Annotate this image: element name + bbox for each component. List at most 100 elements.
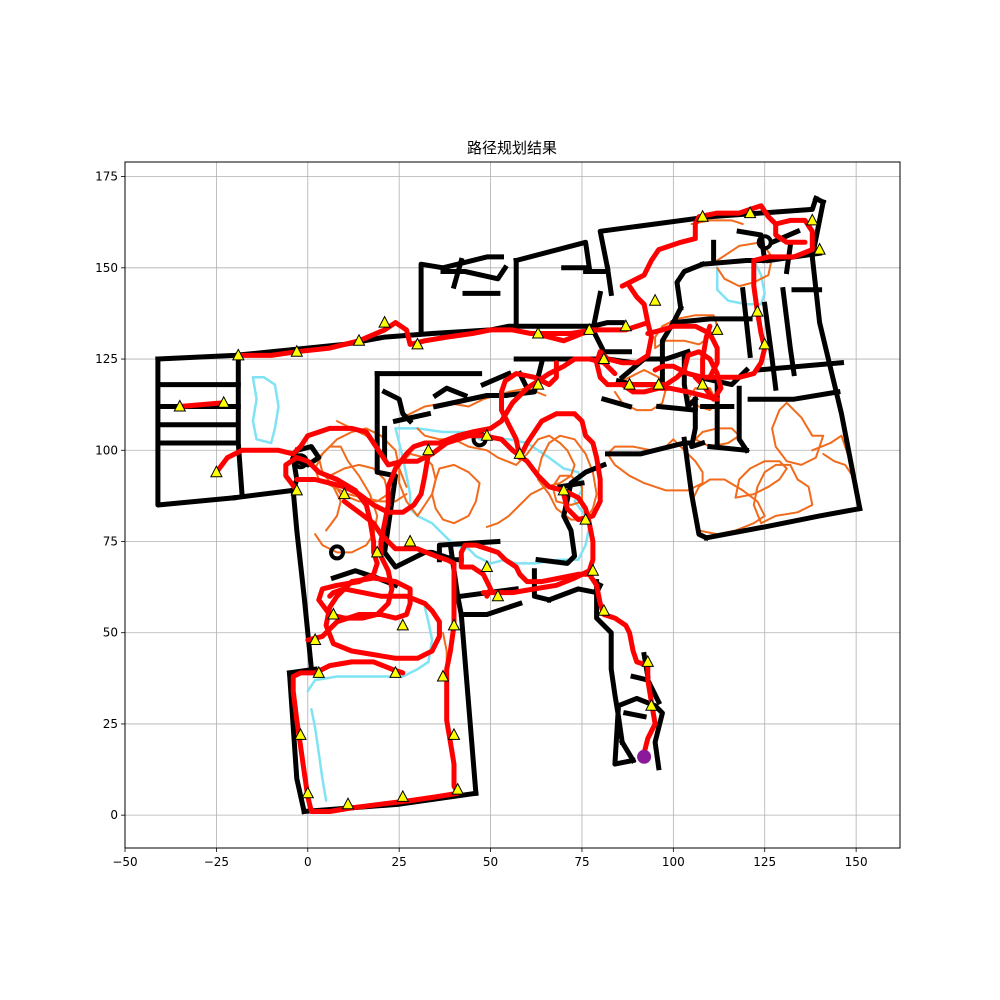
waypoint-marker [217, 395, 231, 408]
waypoint-marker [378, 315, 391, 328]
waypoint-marker [370, 545, 384, 558]
wall-segment [674, 260, 706, 311]
wall-segment [655, 403, 699, 413]
obstacle-ring [329, 544, 346, 561]
wall-segment [761, 301, 779, 391]
waypoint-marker [422, 443, 435, 456]
wall-segment [754, 359, 845, 373]
orange-contour [314, 445, 379, 554]
wall-segment [286, 670, 308, 815]
waypoint-marker [341, 797, 355, 810]
wall-segment [604, 264, 615, 297]
waypoint-marker [396, 618, 410, 631]
wall-segment [659, 304, 685, 388]
waypoint-marker [696, 209, 709, 222]
y-tick-label: 100 [95, 443, 118, 457]
cyan-contour [310, 708, 328, 802]
waypoint-marker [531, 377, 545, 390]
wall-segment [812, 195, 827, 206]
waypoint-marker [619, 319, 633, 332]
waypoint-marker [645, 698, 658, 711]
path-segment [499, 360, 559, 461]
waypoint-marker [451, 782, 465, 795]
orange-contour [771, 401, 825, 466]
waypoint-marker [352, 333, 366, 346]
wall-segment [736, 385, 750, 454]
wall-segment [392, 410, 432, 425]
waypoint-marker [652, 377, 666, 390]
waypoint-marker [597, 603, 611, 616]
orange-contour [606, 438, 704, 492]
waypoint-markers [173, 206, 826, 810]
wall-segment [440, 264, 509, 282]
waypoint-marker [480, 428, 494, 441]
goal-marker [637, 749, 652, 764]
obstacle-ring [756, 234, 773, 251]
waypoint-marker [557, 483, 571, 496]
wall-segment [618, 738, 637, 764]
wall-segment [155, 320, 625, 362]
wall-segment [736, 228, 768, 264]
x-tick-label: 25 [392, 855, 407, 869]
wall-segment [689, 396, 706, 450]
waypoint-marker [813, 242, 826, 255]
waypoint-marker [294, 727, 307, 740]
waypoint-marker [396, 789, 410, 802]
wall-segment [502, 359, 545, 399]
waypoint-marker [623, 377, 636, 390]
chart-title: 路径规划结果 [467, 139, 557, 157]
waypoint-marker [447, 618, 461, 631]
y-tick-label: 150 [95, 261, 118, 275]
x-tick-label: −25 [204, 855, 229, 869]
waypoint-marker [301, 786, 315, 799]
path-segment [773, 221, 808, 245]
x-tick-label: 100 [662, 855, 685, 869]
y-tick-label: 50 [103, 626, 118, 640]
waypoint-marker [579, 512, 592, 525]
path-segment [290, 498, 461, 814]
waypoint-marker [696, 377, 709, 390]
waypoint-marker [210, 465, 223, 478]
axes-border [124, 161, 901, 849]
path-segment [177, 400, 227, 409]
wall-segment [703, 505, 863, 541]
y-tick-label: 175 [95, 170, 118, 184]
waypoint-marker [403, 534, 417, 547]
y-tick-label: 125 [95, 352, 118, 366]
waypoint-marker [491, 589, 505, 602]
wall-segment [707, 443, 750, 454]
waypoint-marker [411, 337, 424, 350]
path-segment [294, 451, 431, 515]
waypoint-marker [751, 304, 764, 317]
waypoint-marker [312, 665, 326, 678]
waypoint-marker [513, 446, 527, 459]
orange-contour [752, 463, 814, 525]
path-segment [213, 425, 596, 596]
wall-segment [747, 389, 841, 402]
x-tick-label: −50 [112, 855, 137, 869]
wall-segment [535, 461, 608, 566]
wall-segment [740, 286, 753, 359]
waypoint-marker [389, 665, 402, 678]
wall-segment [513, 239, 593, 271]
path-segment [700, 323, 713, 377]
orange-contour [716, 241, 774, 288]
waypoint-marker [758, 337, 772, 350]
x-tick-label: 50 [483, 855, 498, 869]
waypoint-marker [480, 559, 494, 572]
path-segment [305, 575, 442, 661]
y-tick-label: 0 [110, 808, 118, 822]
path-segment [627, 283, 651, 326]
waypoint-marker [531, 326, 545, 339]
path-segment [645, 323, 720, 380]
cyan-contour [306, 605, 434, 693]
axes-frame [121, 161, 901, 852]
wall-segment [681, 436, 710, 542]
waypoint-marker [743, 206, 757, 219]
x-tick-label: 125 [753, 855, 776, 869]
wall-segment [590, 290, 632, 355]
waypoint-marker [582, 322, 596, 335]
orange-contour [394, 387, 547, 423]
wall-segment [432, 385, 469, 399]
